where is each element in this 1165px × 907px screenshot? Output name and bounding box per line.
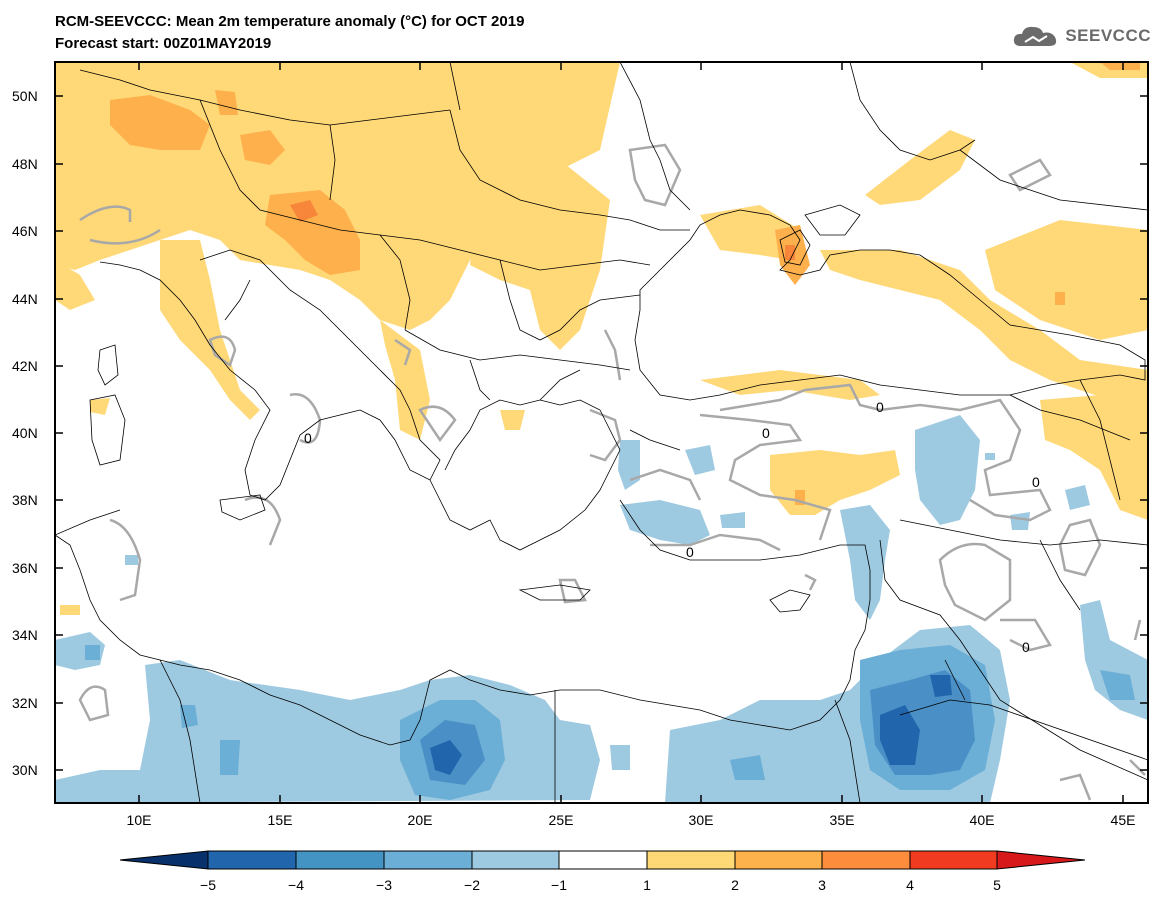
chart-title: RCM-SEEVCCC: Mean 2m temperature anomaly… bbox=[55, 13, 525, 30]
colorbar-label: 1 bbox=[643, 877, 651, 893]
colorbar-segment bbox=[471, 850, 560, 870]
colorbar-segment bbox=[646, 850, 736, 870]
colorbar-segment bbox=[821, 850, 911, 870]
coastlines-and-borders bbox=[55, 62, 1148, 803]
colorbar-label: −5 bbox=[200, 877, 216, 893]
map-panel: 0 0 0 0 0 0 bbox=[55, 62, 1148, 803]
contour-labels: 0 0 0 0 0 0 bbox=[304, 399, 1040, 655]
lon-label-15e: 15E bbox=[268, 812, 293, 828]
colorbar-label: −3 bbox=[376, 877, 392, 893]
longitude-axis bbox=[138, 62, 1124, 803]
colorbar-label: −4 bbox=[288, 877, 304, 893]
colorbar-segment bbox=[383, 850, 473, 870]
colorbar-segment bbox=[558, 850, 648, 870]
black-sea-coast bbox=[634, 209, 1146, 401]
latitude-labels: 50N 48N 46N 44N 42N 40N 38N 36N 34N 32N … bbox=[12, 88, 38, 778]
lat-label-42n: 42N bbox=[12, 358, 38, 374]
lat-label-32n: 32N bbox=[12, 695, 38, 711]
lon-label-25e: 25E bbox=[549, 812, 574, 828]
lon-label-30e: 30E bbox=[689, 812, 714, 828]
lat-label-50n: 50N bbox=[12, 88, 38, 104]
lat-label-44n: 44N bbox=[12, 291, 38, 307]
contour-label: 0 bbox=[686, 544, 694, 560]
lat-label-48n: 48N bbox=[12, 156, 38, 172]
contour-label: 0 bbox=[304, 430, 312, 446]
seevccc-logo: SEEVCCC bbox=[1011, 22, 1151, 50]
contour-label: 0 bbox=[1032, 474, 1040, 490]
colorbar-labels: −5 −4 −3 −2 −1 1 2 3 4 5 bbox=[200, 877, 1001, 893]
colorbar-low-triangle bbox=[119, 850, 209, 870]
italy-coast bbox=[99, 249, 441, 501]
warm-anomaly-2-3-fill bbox=[110, 62, 1140, 505]
colorbar-label: 4 bbox=[906, 877, 914, 893]
lon-label-45e: 45E bbox=[1111, 812, 1136, 828]
colorbar bbox=[119, 850, 1086, 870]
lat-label-36n: 36N bbox=[12, 560, 38, 576]
forecast-start-label: Forecast start: 00Z01MAY2019 bbox=[55, 35, 272, 52]
contour-label: 0 bbox=[762, 425, 770, 441]
longitude-labels: 10E 15E 20E 25E 30E 35E 40E 45E bbox=[127, 812, 1136, 828]
contour-label: 0 bbox=[1022, 639, 1030, 655]
greece-coast bbox=[429, 399, 621, 551]
lat-label-40n: 40N bbox=[12, 425, 38, 441]
colorbar-label: 2 bbox=[731, 877, 739, 893]
warm-anomaly-3-4-fill bbox=[290, 200, 795, 260]
colorbar-label: 3 bbox=[818, 877, 826, 893]
zero-anomaly-contours bbox=[78, 143, 1146, 801]
colorbar-high-triangle bbox=[996, 850, 1086, 870]
colorbar-segment bbox=[207, 850, 297, 870]
colorbar-segment bbox=[909, 850, 998, 870]
lat-label-34n: 34N bbox=[12, 627, 38, 643]
cloud-icon bbox=[1014, 26, 1057, 46]
colorbar-label: −2 bbox=[464, 877, 480, 893]
lon-label-10e: 10E bbox=[127, 812, 152, 828]
cool-anomaly-4-5-fill bbox=[430, 675, 952, 775]
lon-label-35e: 35E bbox=[830, 812, 855, 828]
colorbar-label: 5 bbox=[993, 877, 1001, 893]
contour-label: 0 bbox=[876, 399, 884, 415]
eastern-med-coast bbox=[55, 499, 871, 746]
lon-label-20e: 20E bbox=[408, 812, 433, 828]
colorbar-segment bbox=[734, 850, 823, 870]
latitude-axis bbox=[55, 95, 1148, 771]
lat-label-46n: 46N bbox=[12, 223, 38, 239]
lat-label-38n: 38N bbox=[12, 492, 38, 508]
lat-label-30n: 30N bbox=[12, 762, 38, 778]
colorbar-segment bbox=[295, 850, 385, 870]
colorbar-label: −1 bbox=[551, 877, 567, 893]
logo-text: SEEVCCC bbox=[1065, 26, 1151, 45]
lon-label-40e: 40E bbox=[970, 812, 995, 828]
